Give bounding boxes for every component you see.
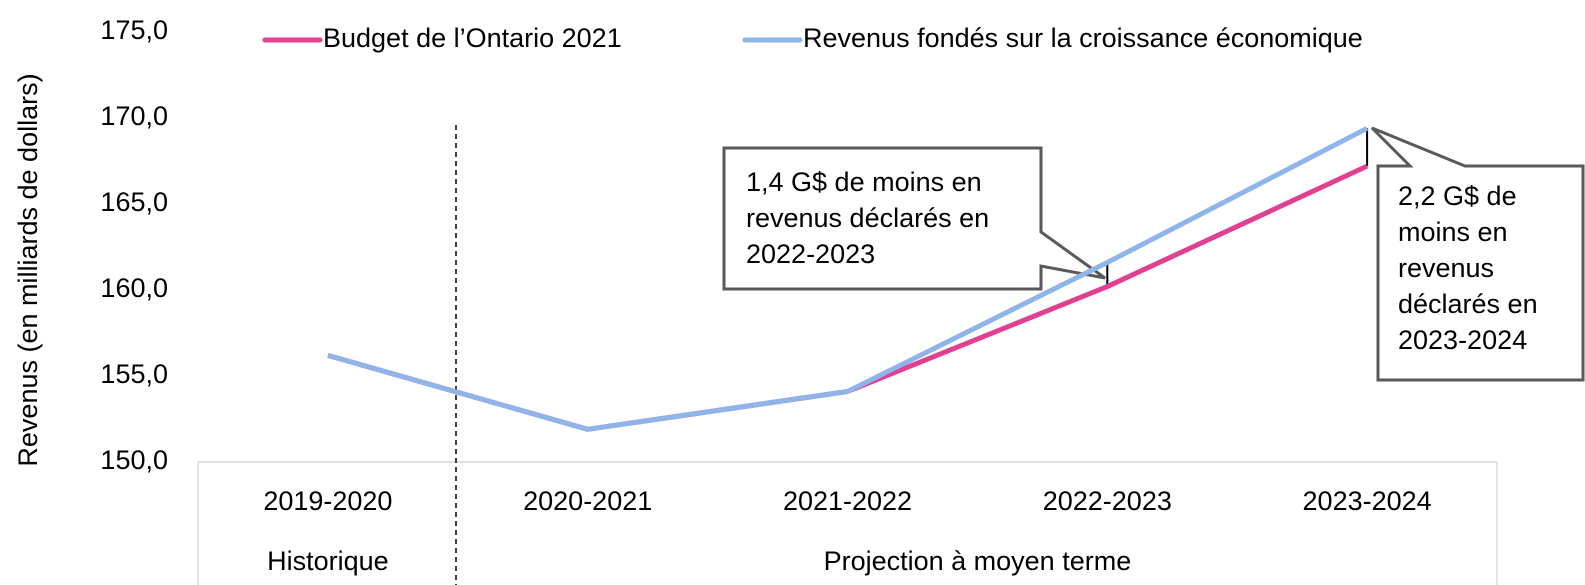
group-label: Historique [267,546,389,576]
annotation-text: 1,4 G$ de moins en [746,167,982,197]
annotation-text: déclarés en [1398,289,1538,319]
annotation-text: 2023-2024 [1398,325,1527,355]
annotation-text: moins en [1398,217,1508,247]
y-tick-label: 155,0 [100,359,168,389]
callout [722,146,1106,291]
x-tick-label: 2023-2024 [1303,486,1432,516]
x-tick-label: 2021-2022 [783,486,912,516]
y-tick-label: 160,0 [100,273,168,303]
y-axis-title: Revenus (en milliards de dollars) [13,73,43,466]
y-tick-label: 175,0 [100,15,168,45]
annotation-text: 2,2 G$ de [1398,181,1517,211]
legend-label: Budget de l’Ontario 2021 [323,23,622,53]
callout [1370,126,1585,382]
y-tick-label: 150,0 [100,445,168,475]
legend-label: Revenus fondés sur la croissance économi… [803,23,1363,53]
group-label: Projection à moyen terme [824,546,1132,576]
x-tick-label: 2022-2023 [1043,486,1172,516]
annotation-text: 2022-2023 [746,239,875,269]
annotation-text: revenus [1398,253,1494,283]
x-tick-label: 2020-2021 [523,486,652,516]
x-tick-label: 2019-2020 [263,486,392,516]
y-tick-label: 165,0 [100,187,168,217]
y-tick-label: 170,0 [100,101,168,131]
series-line [327,126,1369,432]
annotation-text: revenus déclarés en [746,203,989,233]
